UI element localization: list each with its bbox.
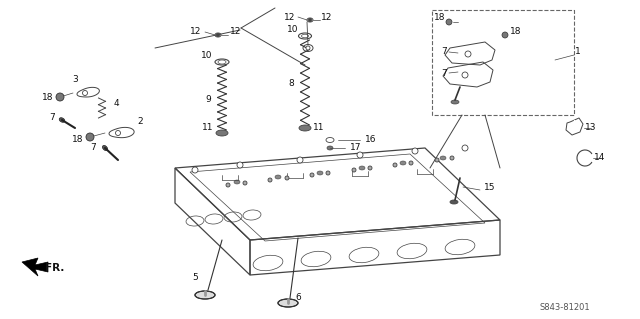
Ellipse shape: [195, 291, 215, 299]
Ellipse shape: [60, 118, 65, 122]
Circle shape: [412, 148, 418, 154]
Text: 14: 14: [595, 153, 605, 162]
Ellipse shape: [327, 146, 333, 150]
Text: 16: 16: [365, 136, 377, 145]
Text: 11: 11: [313, 123, 324, 132]
Bar: [432, 10, 574, 115]
Circle shape: [243, 181, 247, 185]
Text: 11: 11: [202, 123, 214, 132]
Circle shape: [502, 32, 508, 38]
Circle shape: [216, 33, 220, 36]
Ellipse shape: [234, 180, 240, 184]
Circle shape: [462, 72, 468, 78]
Text: 12: 12: [230, 27, 242, 36]
Text: 6: 6: [295, 293, 301, 302]
Polygon shape: [22, 258, 48, 276]
Circle shape: [306, 46, 310, 50]
Ellipse shape: [359, 166, 365, 170]
Text: 12: 12: [190, 27, 202, 36]
Text: 7: 7: [441, 69, 447, 78]
Circle shape: [462, 145, 468, 151]
Circle shape: [310, 173, 314, 177]
Circle shape: [465, 51, 471, 57]
Text: 7: 7: [49, 114, 55, 122]
Text: 18: 18: [435, 13, 445, 23]
Circle shape: [409, 161, 413, 165]
Circle shape: [326, 171, 330, 175]
Circle shape: [446, 19, 452, 25]
Text: 12: 12: [284, 12, 296, 21]
Text: 15: 15: [484, 183, 496, 192]
Text: 7: 7: [90, 144, 96, 152]
Circle shape: [268, 178, 272, 182]
Circle shape: [83, 91, 88, 95]
Text: 10: 10: [287, 25, 299, 33]
Text: 18: 18: [72, 136, 84, 145]
Text: 8: 8: [288, 78, 294, 87]
Circle shape: [285, 176, 289, 180]
Circle shape: [192, 167, 198, 173]
Circle shape: [226, 183, 230, 187]
Text: 2: 2: [137, 117, 143, 127]
Ellipse shape: [400, 161, 406, 165]
Text: FR.: FR.: [45, 263, 65, 273]
Circle shape: [297, 157, 303, 163]
Circle shape: [115, 130, 120, 136]
Text: 4: 4: [113, 100, 119, 108]
Circle shape: [237, 162, 243, 168]
Circle shape: [86, 133, 94, 141]
Circle shape: [435, 158, 439, 162]
Text: 12: 12: [321, 12, 333, 21]
Ellipse shape: [278, 299, 298, 307]
Text: 13: 13: [585, 123, 596, 132]
Text: 17: 17: [350, 144, 362, 152]
Ellipse shape: [299, 125, 311, 131]
Text: 10: 10: [201, 50, 212, 60]
Circle shape: [56, 93, 64, 101]
Circle shape: [450, 156, 454, 160]
Text: S843-81201: S843-81201: [540, 303, 590, 313]
Ellipse shape: [102, 145, 108, 151]
Ellipse shape: [450, 200, 458, 204]
Circle shape: [357, 152, 363, 158]
Text: 1: 1: [575, 48, 581, 56]
Text: 18: 18: [42, 93, 54, 101]
Circle shape: [308, 19, 312, 21]
Ellipse shape: [440, 156, 446, 160]
Ellipse shape: [216, 130, 228, 136]
Text: 9: 9: [205, 95, 211, 105]
Circle shape: [368, 166, 372, 170]
Text: 18: 18: [510, 27, 522, 36]
Text: 3: 3: [72, 76, 78, 85]
Ellipse shape: [451, 100, 459, 104]
Circle shape: [393, 163, 397, 167]
Ellipse shape: [317, 171, 323, 175]
Ellipse shape: [275, 175, 281, 179]
Text: 5: 5: [192, 273, 198, 283]
Circle shape: [352, 168, 356, 172]
Text: 7: 7: [441, 48, 447, 56]
